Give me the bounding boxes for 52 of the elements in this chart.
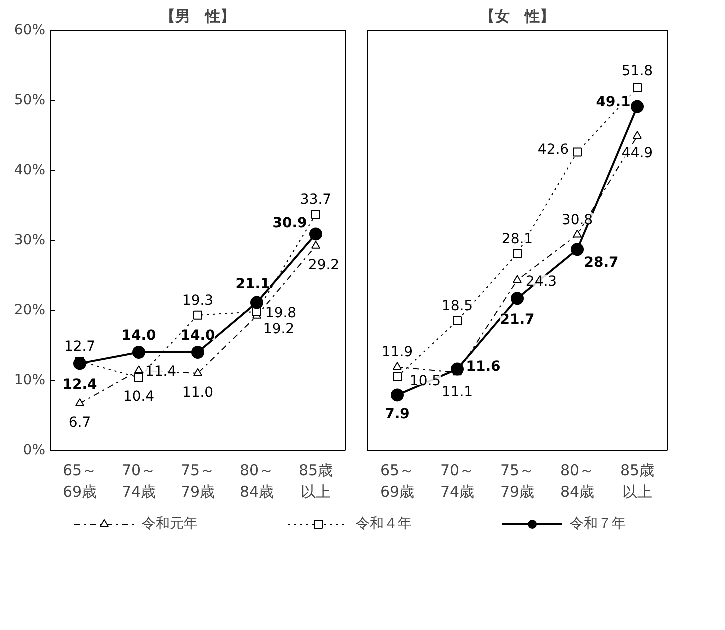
y-tick-label: 50% [14,92,46,108]
y-tick-label: 40% [14,162,46,178]
data-label: 28.1 [502,231,534,248]
data-label: 14.0 [122,328,157,344]
y-tick-label: 20% [14,302,46,318]
data-label: 30.9 [272,216,308,232]
x-tick-label: 70～74歳 [122,462,156,502]
data-label: 51.8 [622,63,654,80]
x-tick-label: 75～79歳 [500,462,535,502]
legend-label: 令和４年 [356,515,412,533]
data-label: 42.6 [538,142,570,158]
y-tick-label: 10% [14,372,46,388]
data-label: 18.5 [442,298,474,314]
data-label: 10.4 [123,389,155,406]
data-label: 21.7 [500,312,535,328]
x-tick-label: 70～74歳 [440,462,475,502]
data-label: 11.1 [442,384,474,400]
data-label: 11.9 [382,344,414,361]
data-label: 11.0 [182,385,214,401]
x-tick-label: 65～69歳 [380,462,415,502]
y-tick-label: 0% [23,442,46,458]
data-label: 21.1 [236,276,270,292]
data-label: 29.2 [308,258,340,274]
legend-label: 令和７年 [570,515,626,533]
data-label: 11.6 [466,358,501,375]
data-label: 19.8 [265,305,297,322]
x-tick-label: 80～84歳 [560,462,595,502]
data-label: 33.7 [300,192,332,208]
y-tick-label: 30% [14,232,46,248]
data-label: 30.8 [562,212,594,228]
x-tick-label: 75～79歳 [180,462,216,502]
data-label: 28.7 [584,255,619,272]
data-label: 19.3 [182,292,214,309]
chart-title: 【女 性】 [480,8,555,26]
data-label: 7.9 [385,406,410,423]
data-label: 12.4 [62,377,98,394]
data-label: 6.7 [68,415,92,432]
data-label: 10.5 [410,374,442,390]
x-tick-label: 65～69歳 [62,462,98,502]
chart-title: 【男 性】 [160,8,236,26]
x-tick-label: 80～84歳 [240,462,274,502]
data-label: 49.1 [596,94,631,110]
data-label: 11.4 [145,364,177,380]
data-label: 19.2 [263,322,295,338]
y-tick-label: 60% [14,22,46,38]
data-label: 44.9 [622,146,654,162]
x-tick-label: 85歳以上 [620,462,655,502]
legend-label: 令和元年 [142,515,198,533]
data-label: 24.3 [526,274,558,290]
data-label: 12.7 [64,339,96,356]
x-tick-label: 85歳以上 [298,462,334,502]
data-label: 14.0 [180,328,216,344]
